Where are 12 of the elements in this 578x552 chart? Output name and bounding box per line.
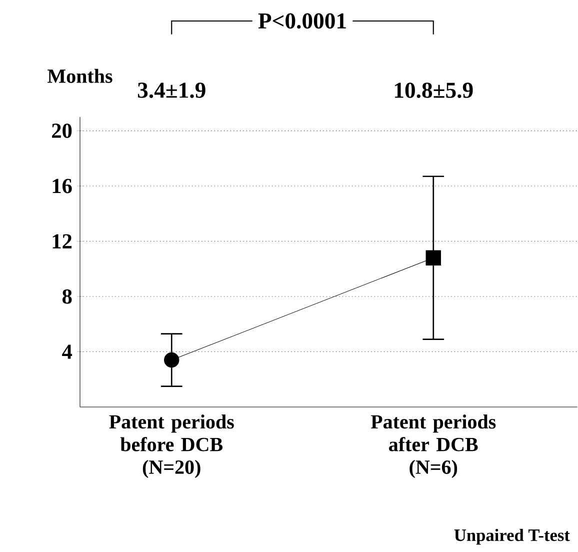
y-tick-label: 8 [62,289,72,304]
text: Unpaired T-test [454,528,570,545]
x-tick-label: Patent periods before DCB (N=20) [109,414,234,478]
text: P<0.0001 [258,13,346,29]
y-tick-label: 12 [52,234,72,248]
y-tick-label: 20 [52,124,72,138]
y-axis-title: Months [48,68,112,83]
text: 3.4±1.9 [138,82,206,98]
y-tick-label: 4 [62,344,72,359]
x-tick-label: Patent periods after DCB (N=6) [370,414,496,478]
text: 10.8±5.9 [394,82,473,98]
y-tick-label: 16 [52,178,72,194]
